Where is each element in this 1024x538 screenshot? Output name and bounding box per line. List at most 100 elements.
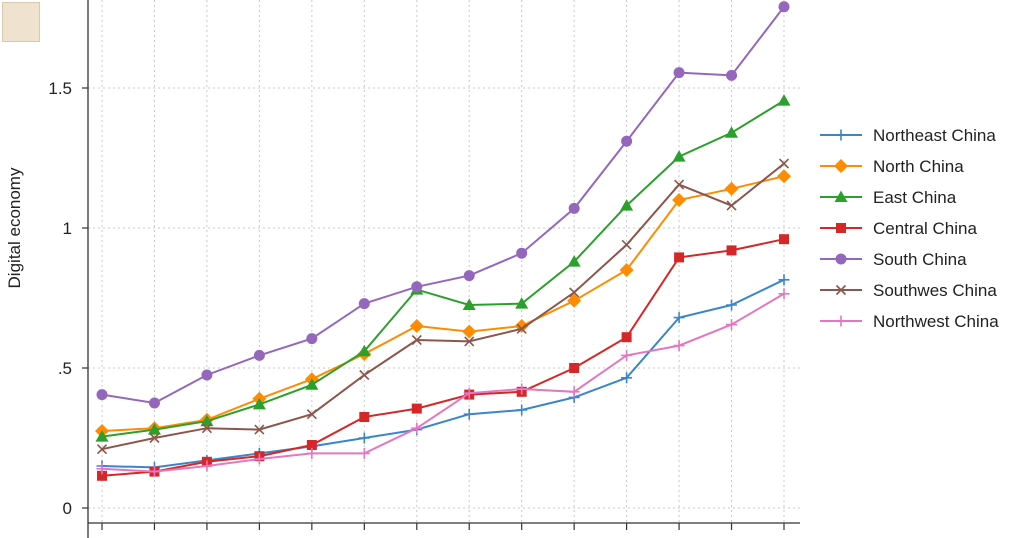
point-3-13 [779,234,789,245]
point-1-10 [619,263,634,277]
point-1-13 [777,169,791,184]
series-line-4 [101,6,785,405]
legend-marker-1 [834,159,848,173]
legend-label-3: Central China [873,219,977,238]
series-6 [96,288,790,478]
point-3-9 [569,363,580,373]
point-6-12 [726,319,738,331]
point-2-2 [200,414,214,427]
series-line-6 [101,292,785,473]
point-4-7 [463,270,475,282]
legend-label-6: Northwest China [873,312,999,331]
point-6-11 [673,340,685,352]
series-line-0 [101,278,785,469]
series-3 [97,234,789,481]
point-4-5 [358,298,370,310]
point-4-0 [96,389,108,401]
legend-item-4: South China [820,250,967,269]
point-0-5 [358,432,370,444]
point-0-10 [621,372,633,384]
point-4-13 [778,1,790,13]
series-5 [96,158,790,455]
point-5-8 [516,323,527,334]
point-4-6 [411,281,423,293]
point-5-6 [411,334,422,346]
point-2-1 [147,423,161,435]
point-2-13 [777,94,791,106]
point-4-8 [516,247,528,259]
point-0-12 [726,299,738,311]
point-5-5 [359,369,370,381]
point-5-0 [96,444,108,455]
point-3-11 [674,252,685,263]
point-6-9 [568,386,580,398]
series-line-2 [101,99,785,438]
legend-label-2: East China [873,188,957,207]
point-5-3 [254,424,265,435]
series-1 [95,169,791,438]
point-5-11 [674,179,685,190]
series-line-5 [101,162,785,451]
point-6-10 [621,349,633,361]
point-5-13 [778,158,790,169]
legend-item-1: North China [820,157,964,176]
point-1-7 [462,324,477,339]
series-line-1 [101,175,785,432]
point-5-1 [149,432,160,444]
series-2 [95,94,791,442]
point-2-3 [252,397,266,410]
point-5-9 [569,287,580,298]
point-4-1 [148,397,160,409]
y-tick-label-0: 0 [63,499,72,518]
series-layer [95,1,791,481]
point-6-3 [253,453,265,465]
point-3-4 [306,440,317,450]
point-1-9 [567,293,582,308]
point-6-7 [463,387,475,399]
point-2-0 [95,430,109,442]
point-3-12 [726,245,737,256]
y-ticks: 0 .5 1 1.5 [48,79,88,518]
point-2-4 [305,378,319,390]
point-3-0 [97,470,107,481]
point-3-5 [359,412,370,422]
point-6-4 [306,447,318,459]
legend-item-2: East China [820,188,957,207]
series-0 [96,274,790,473]
point-0-8 [516,404,528,416]
point-2-11 [672,150,686,162]
point-6-5 [358,447,370,459]
point-5-12 [726,200,737,211]
point-2-7 [462,298,476,310]
legend-item-6: Northwest China [820,312,999,331]
point-4-9 [568,202,580,214]
point-5-2 [201,423,212,434]
point-2-8 [515,297,529,309]
legend-label-4: South China [873,250,967,269]
point-2-5 [357,344,371,357]
point-4-11 [673,67,685,79]
legend-label-1: North China [873,157,964,176]
point-5-7 [464,336,475,347]
point-6-6 [411,422,423,434]
legend-marker-3 [836,223,846,233]
legend-item-5: Southwes China [820,281,997,300]
point-2-12 [725,126,739,138]
y-axis-label: Digital economy [5,167,24,288]
y-tick-label-3: 1.5 [48,79,72,98]
point-2-10 [620,199,634,211]
point-4-2 [201,369,213,381]
legend-item-3: Central China [820,219,977,238]
point-6-1 [148,466,160,478]
point-0-7 [463,408,475,420]
y-tick-label-1: .5 [58,359,72,378]
series-line-3 [101,238,785,477]
point-4-10 [621,135,633,147]
legend-label-5: Southwes China [873,281,997,300]
point-6-0 [96,463,108,475]
point-2-9 [567,255,581,267]
point-6-13 [778,288,790,300]
point-3-10 [621,332,632,343]
legend-marker-4 [835,253,847,265]
